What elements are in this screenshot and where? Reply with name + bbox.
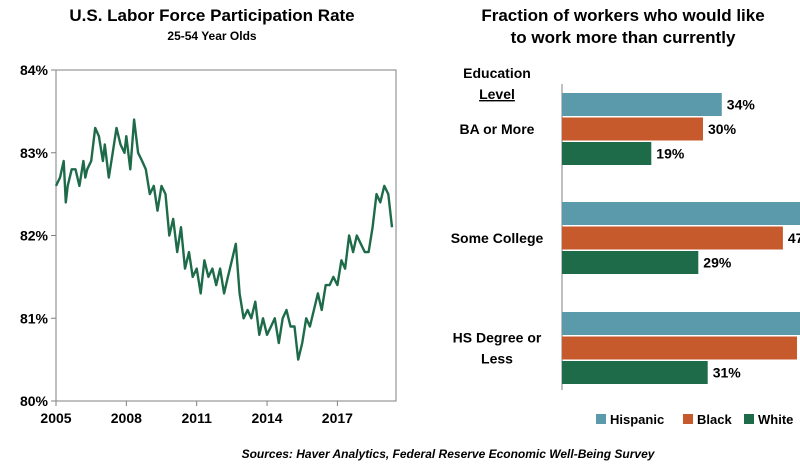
category-label: Some College [451, 230, 544, 246]
bar-hispanic [562, 312, 800, 335]
category-label: BA or More [460, 121, 535, 137]
category-labels: BA or More Some College HS Degree or Less [451, 121, 544, 367]
legend-swatch-black [683, 414, 693, 424]
bar-white [562, 142, 652, 165]
bar-black [562, 336, 797, 360]
left-plot-frame [55, 69, 397, 402]
bar-black [562, 117, 703, 141]
legend-label-black: Black [697, 412, 732, 427]
left-chart-subtitle: 25-54 Year Olds [167, 29, 257, 43]
bar-value-label: 29% [703, 255, 732, 271]
left-chart-title: U.S. Labor Force Participation Rate [69, 6, 354, 25]
x-tick-label: 2005 [40, 410, 71, 426]
participation-rate-line [54, 118, 394, 361]
bar-black [562, 226, 783, 250]
bar-legend: Hispanic Black White [596, 412, 793, 427]
legend-label-hispanic: Hispanic [610, 412, 664, 427]
y-tick-label: 83% [20, 145, 49, 161]
bar-white [562, 251, 699, 274]
right-chart-title-line-1: Fraction of workers who would like [481, 6, 764, 25]
y-tick-label: 81% [20, 310, 49, 326]
bar-hispanic [562, 93, 722, 116]
left-y-axis: 80% 81% 82% 83% 84% [20, 62, 56, 409]
axis-title-level: Level [479, 86, 515, 102]
y-tick-label: 80% [20, 393, 49, 409]
bar-value-label: 30% [708, 121, 737, 137]
bar-value-label: 47% [788, 230, 800, 246]
x-tick-label: 2011 [182, 410, 213, 426]
source-note: Sources: Haver Analytics, Federal Reserv… [242, 447, 656, 461]
axis-title-education: Education [463, 65, 531, 81]
bar-marks: 34%30%19%51%47%29%52%50%31% [562, 93, 800, 384]
legend-swatch-white [744, 414, 754, 424]
category-label: HS Degree or [453, 330, 542, 346]
bar-value-label: 31% [713, 365, 742, 381]
x-tick-label: 2014 [251, 410, 282, 426]
bar-white [562, 361, 708, 384]
bar-value-label: 19% [656, 146, 685, 162]
workers-bar-chart: Fraction of workers who would like to wo… [451, 6, 800, 427]
legend-label-white: White [758, 412, 793, 427]
category-label: Less [481, 351, 513, 367]
y-tick-label: 82% [20, 228, 49, 244]
bar-value-label: 34% [727, 97, 756, 113]
legend-swatch-hispanic [596, 414, 606, 424]
labor-force-line-chart: U.S. Labor Force Participation Rate 25-5… [20, 6, 397, 426]
right-chart-title-line-2: to work more than currently [511, 28, 736, 47]
left-x-axis: 2005 2008 2011 2014 2017 [40, 401, 353, 426]
x-tick-label: 2017 [322, 410, 353, 426]
x-tick-label: 2008 [111, 410, 142, 426]
bar-hispanic [562, 202, 800, 225]
y-tick-label: 84% [20, 62, 49, 78]
